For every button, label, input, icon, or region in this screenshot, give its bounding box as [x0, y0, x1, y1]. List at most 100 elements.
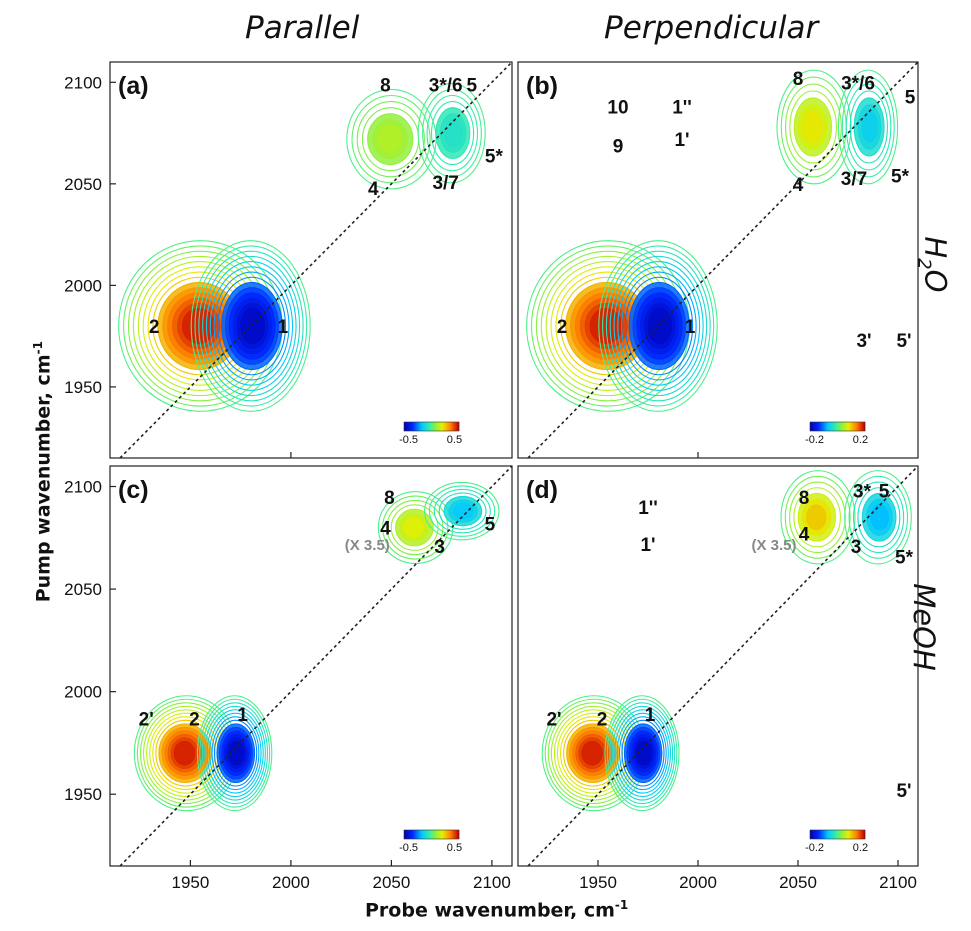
scale-note: (X 3.5) — [751, 537, 796, 554]
x-tick-label: 1950 — [171, 873, 209, 892]
panel-d: (d) 1950 2000 2050 2100 1'' 1' 8 3* 5 4 3 5* 2' 2 1 5' (X… — [517, 465, 919, 892]
peak-annotation: 2' — [546, 709, 561, 730]
peak-d-3 — [780, 470, 856, 565]
peak-annotation: 1 — [237, 705, 248, 726]
y-tick-label: 2100 — [64, 478, 102, 497]
peak-annotation: 1'' — [638, 498, 658, 519]
peak-annotation: 5 — [485, 514, 496, 535]
peak-d-2 — [604, 695, 680, 812]
peak-annotation: 3*/6 — [429, 75, 463, 96]
panel-a: (a) 2100 2050 2000 1950 1 2 3*/6 3/7 4 5 5* 8 -0.5 0.5 — [64, 61, 513, 459]
colorbar-tick-label: 0.2 — [853, 434, 868, 446]
peak-annotation: 1'' — [672, 98, 692, 119]
peak-annotation: 1 — [685, 317, 696, 338]
peak-annotation: 1 — [278, 317, 289, 338]
colorbar: -0.2 0.2 — [805, 829, 868, 854]
y-tick-label: 1950 — [64, 378, 102, 397]
y-tick-label: 1950 — [64, 785, 102, 804]
peak-annotation: 2 — [189, 709, 200, 730]
peak-annotation: 1' — [640, 535, 655, 556]
peak-a-2 — [190, 240, 311, 412]
peak-b-2 — [598, 240, 718, 412]
peak-annotation: 2 — [597, 709, 608, 730]
colorbar: -0.2 0.2 — [805, 421, 868, 446]
peak-annotation: 1 — [645, 705, 656, 726]
x-tick-label: 2100 — [879, 873, 917, 892]
x-tick-label: 2050 — [372, 873, 410, 892]
x-tick-label: 1950 — [579, 873, 617, 892]
x-tick-label: 2000 — [272, 873, 310, 892]
y-tick-label: 2100 — [64, 73, 102, 92]
peak-a-3 — [346, 88, 437, 190]
panel-frame — [517, 465, 919, 867]
peak-annotation: 8 — [793, 69, 804, 90]
peak-c-2 — [196, 695, 273, 812]
colorbar-tick-label: -0.2 — [805, 842, 824, 854]
panel-label: (c) — [118, 476, 149, 504]
panel-label: (b) — [526, 72, 558, 100]
panel-frame — [109, 61, 513, 459]
column-title-perpendicular: Perpendicular — [604, 10, 819, 46]
peak-annotation: 3/7 — [432, 173, 458, 194]
colorbar-tick-label: 0.5 — [447, 842, 462, 854]
x-tick-label: 2100 — [473, 873, 511, 892]
peak-annotation: 9 — [613, 136, 624, 157]
peak-annotation: 8 — [799, 488, 810, 509]
x-axis-title: Probe wavenumber, cm-1 — [365, 898, 629, 922]
panel-frame — [517, 61, 919, 459]
peak-annotation: 3 — [434, 537, 445, 558]
colorbar: -0.5 0.5 — [399, 829, 462, 854]
peak-annotation: 5 — [905, 88, 916, 109]
scale-note: (X 3.5) — [345, 537, 390, 554]
x-tick-label: 2000 — [679, 873, 717, 892]
diagonal-c — [119, 466, 512, 866]
panel-c: (c) 1950 2000 2050 2100 2100 2050 2000 1950 2' 2 1 8… — [64, 465, 513, 892]
peak-b-3 — [776, 69, 852, 185]
peak-annotation: 8 — [380, 75, 391, 96]
x-tick-label: 2050 — [779, 873, 817, 892]
peak-annotation: 3* — [853, 482, 872, 503]
y-tick-label: 2050 — [64, 175, 102, 194]
diagonal-b — [527, 62, 918, 458]
peak-annotation: 5* — [891, 167, 910, 188]
colorbar-tick-label: -0.2 — [805, 434, 824, 446]
y-tick-label: 2000 — [64, 683, 102, 702]
column-title-parallel: Parallel — [245, 10, 360, 46]
diagonal-a — [119, 62, 512, 458]
peak-annotation: 4 — [793, 175, 804, 196]
y-tick-label: 2050 — [64, 580, 102, 599]
peak-annotation: 4 — [799, 525, 810, 546]
peak-annotation: 1' — [674, 130, 689, 151]
peak-annotation: 5* — [895, 547, 914, 568]
peak-annotation: 10 — [607, 98, 628, 119]
colorbar-tick-label: -0.5 — [399, 842, 418, 854]
peak-annotation: 2' — [139, 709, 154, 730]
peak-annotation: 3 — [851, 537, 862, 558]
peak-annotation: 3*/6 — [841, 73, 875, 94]
peak-annotation: 2 — [557, 317, 568, 338]
peak-annotation: 4 — [380, 519, 391, 540]
peak-a-4 — [417, 82, 486, 184]
peak-annotation: 4 — [368, 179, 379, 200]
peak-annotation: 3' — [856, 331, 871, 352]
colorbar-tick-label: 0.2 — [853, 842, 868, 854]
colorbar: -0.5 0.5 — [399, 421, 462, 446]
peak-annotation: 5' — [896, 781, 911, 802]
peak-annotation: 3/7 — [841, 169, 867, 190]
peak-b-4 — [837, 69, 899, 185]
panel-frame — [109, 465, 513, 867]
colorbar-tick-label: -0.5 — [399, 434, 418, 446]
panel-b: (b) 10 1'' 9 1' 8 3*/6 5 4 3/7 5* 1 2 3' 5' -0.2 0.2 — [517, 61, 919, 459]
peak-annotation: 8 — [384, 488, 395, 509]
peak-annotation: 5 — [879, 482, 890, 503]
colorbar-tick-label: 0.5 — [447, 434, 462, 446]
peak-annotation: 2 — [149, 317, 160, 338]
y-tick-label: 2000 — [64, 276, 102, 295]
peak-annotation: 5* — [485, 146, 504, 167]
peak-annotation: 5' — [896, 331, 911, 352]
peak-c-4 — [424, 481, 500, 541]
panel-label: (a) — [118, 72, 149, 100]
peak-annotation: 5 — [467, 75, 478, 96]
